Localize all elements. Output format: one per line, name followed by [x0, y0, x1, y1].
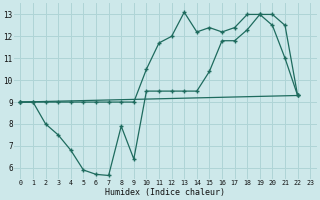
- X-axis label: Humidex (Indice chaleur): Humidex (Indice chaleur): [105, 188, 225, 197]
